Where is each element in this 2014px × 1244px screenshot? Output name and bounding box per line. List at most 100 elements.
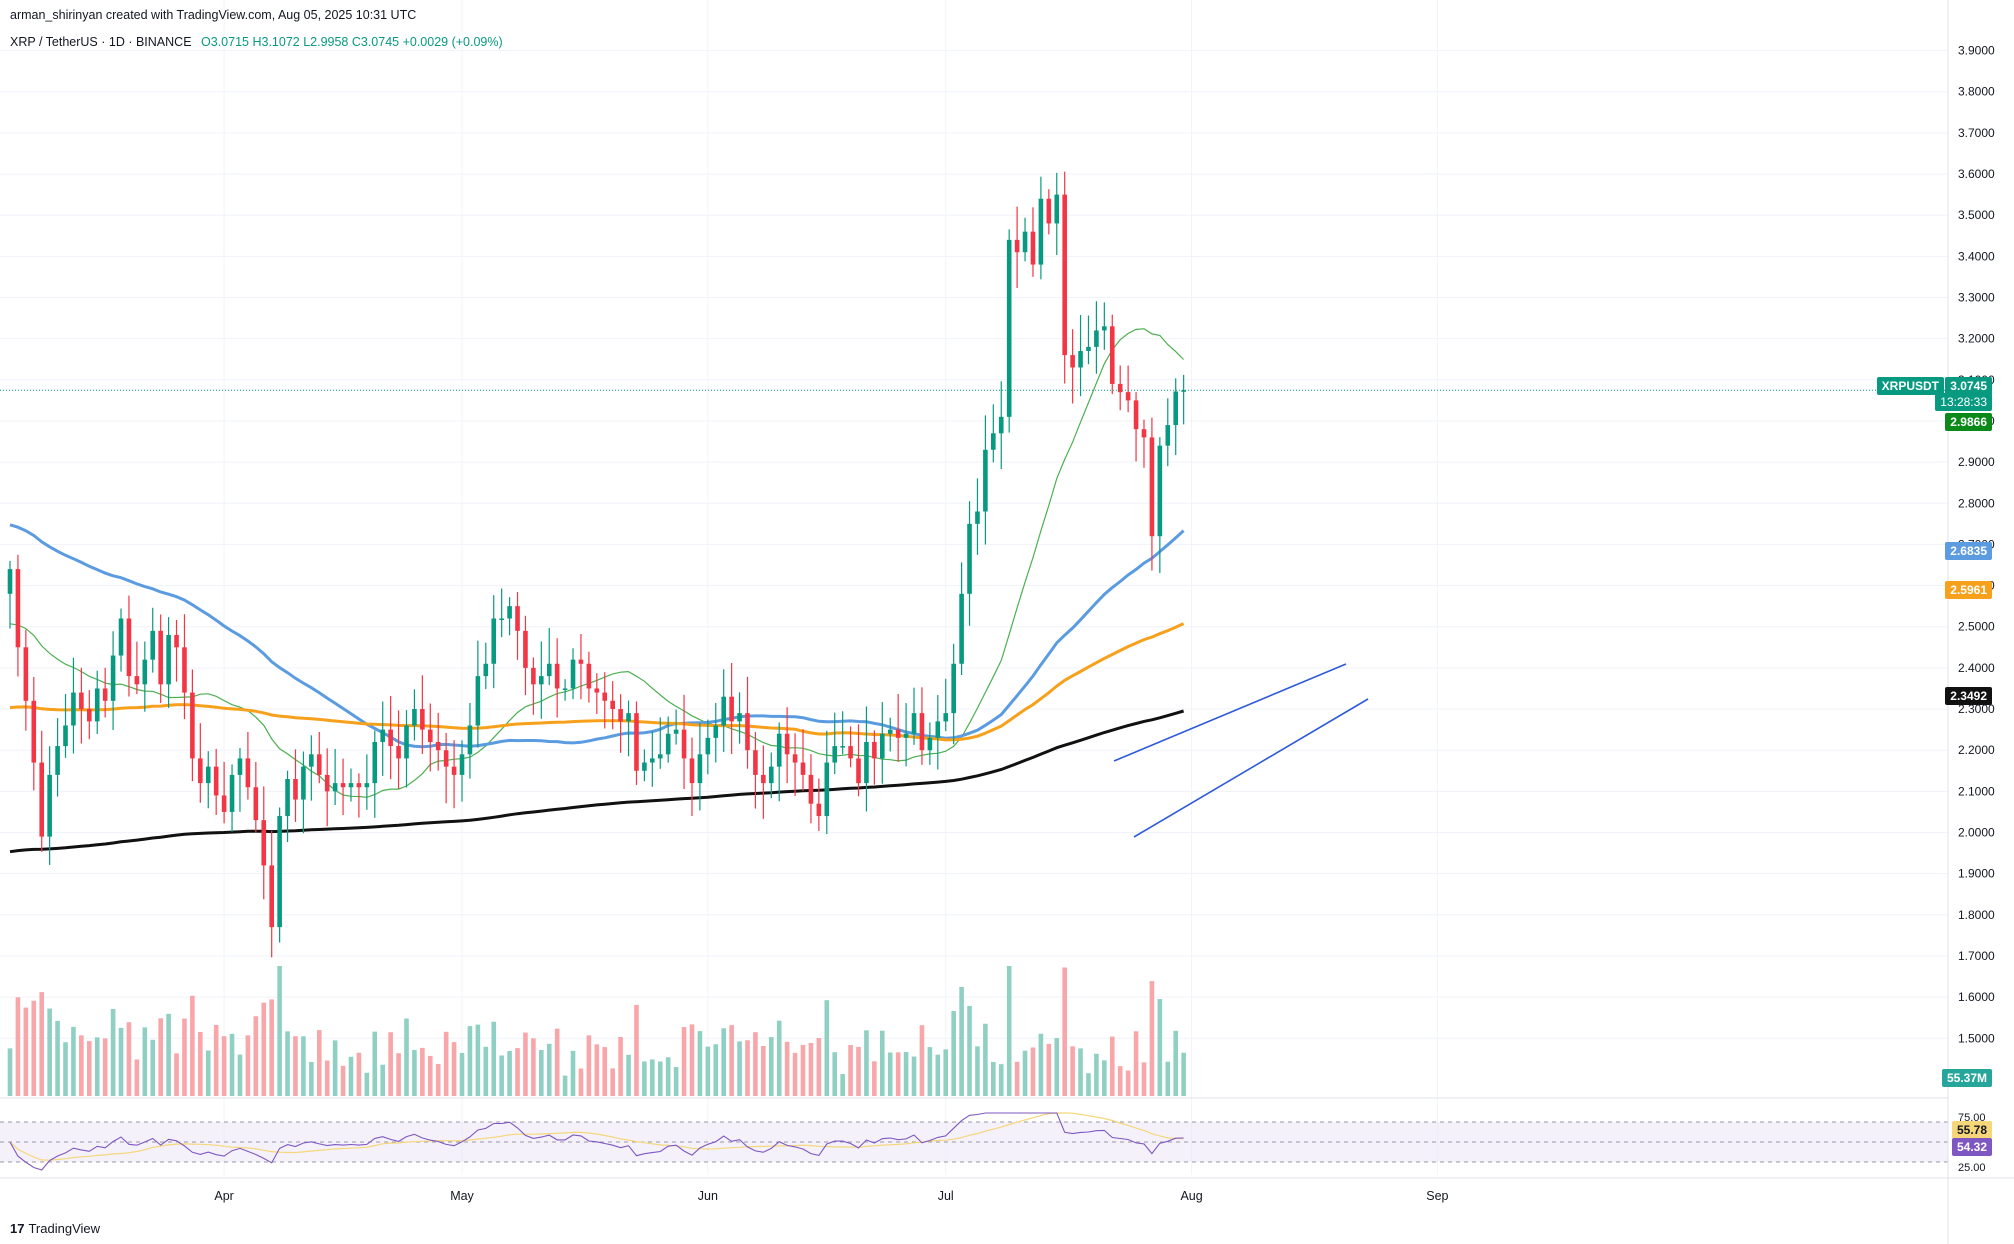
tradingview-logo-icon: 17 <box>10 1221 25 1236</box>
candle-body <box>316 754 322 775</box>
volume-bar <box>261 1002 267 1096</box>
candle-body <box>959 593 964 664</box>
candle-body <box>523 630 528 668</box>
volume-bar <box>293 1036 298 1096</box>
volume-bar <box>832 1052 838 1096</box>
candle-body <box>87 709 92 722</box>
candle-body <box>753 750 758 775</box>
candle-body <box>380 729 386 742</box>
volume-layer <box>7 966 1186 1096</box>
symbol-info[interactable]: XRP / TetherUS · 1D · BINANCE <box>10 35 192 49</box>
candle-body <box>546 663 552 677</box>
candle-body <box>618 709 623 722</box>
ma20-label: 2.9866 <box>1945 413 1992 431</box>
candle-body <box>467 725 473 755</box>
candle-body <box>301 766 306 800</box>
volume-bar <box>245 1035 251 1096</box>
volume-bar <box>1038 1033 1044 1096</box>
volume-bar <box>237 1054 243 1096</box>
price-tick: 3.7000 <box>1958 126 1995 140</box>
candle-body <box>340 783 346 788</box>
candle-body <box>650 758 655 763</box>
volume-bar <box>1086 1073 1091 1096</box>
volume-bar <box>63 1042 68 1096</box>
candle-body <box>713 725 719 738</box>
volume-bar <box>1070 1046 1075 1096</box>
candle-body <box>745 713 750 751</box>
volume-bar <box>396 1053 401 1096</box>
volume-bar <box>959 986 964 1096</box>
candle-body <box>427 729 433 742</box>
volume-bar <box>1094 1053 1099 1096</box>
volume-bar <box>332 1040 338 1096</box>
volume-bar <box>364 1072 370 1096</box>
volume-bar <box>213 1024 219 1096</box>
candle-body <box>451 766 457 775</box>
volume-bar <box>253 1016 259 1096</box>
volume-bar <box>39 992 45 1096</box>
candle-body <box>71 692 76 726</box>
candle-body <box>935 721 941 738</box>
candle-body <box>356 783 362 788</box>
candle-body <box>768 766 774 784</box>
volume-bar <box>7 1048 13 1096</box>
candle-body <box>388 729 393 747</box>
volume-bar <box>31 1000 37 1096</box>
volume-bar <box>1022 1050 1028 1096</box>
candle-body <box>7 569 13 594</box>
volume-bar <box>705 1046 711 1096</box>
volume-bar <box>47 1008 52 1096</box>
volume-bar <box>451 1042 457 1096</box>
candle-body <box>237 758 243 775</box>
volume-bar <box>404 1018 409 1096</box>
time-tick: Jul <box>938 1189 954 1203</box>
time-tick: Jun <box>698 1189 718 1203</box>
price-tick: 2.1000 <box>1958 784 1995 798</box>
volume-bar <box>316 1030 322 1096</box>
candle-body <box>665 733 671 755</box>
volume-bar <box>1157 999 1163 1096</box>
volume-bar <box>158 1018 163 1096</box>
candle-body <box>570 659 576 689</box>
candle-body <box>840 746 845 748</box>
volume-bar <box>570 1050 576 1096</box>
candle-body <box>911 713 917 734</box>
candle-body <box>800 762 806 775</box>
rsi-label: 55.78 <box>1951 1121 1992 1139</box>
volume-bar <box>443 1031 449 1096</box>
candle-body <box>102 688 108 701</box>
candle-body <box>1102 326 1107 331</box>
volume-bar <box>800 1044 806 1096</box>
volume-bar <box>1141 1062 1147 1096</box>
candle-body <box>1109 326 1115 384</box>
volume-bar <box>198 1031 203 1096</box>
candle-body <box>697 754 703 784</box>
volume-bar <box>87 1041 92 1096</box>
price-tick: 3.5000 <box>1958 208 1995 222</box>
rsi-ma-label: 54.32 <box>1951 1138 1992 1156</box>
candle-body <box>673 729 679 734</box>
volume-bar <box>840 1074 845 1096</box>
candle-body <box>150 630 156 660</box>
volume-bar <box>776 1020 782 1096</box>
candle-body <box>594 688 600 693</box>
candle-body <box>166 634 171 685</box>
candle-body <box>856 758 861 784</box>
candle-body <box>824 762 830 817</box>
ma50-line <box>9 523 1185 749</box>
candle-body <box>1046 198 1052 224</box>
volume-label: 55.37M <box>1941 1069 1992 1087</box>
tradingview-footer: 17 TradingView <box>10 1221 100 1236</box>
volume-bar <box>427 1055 433 1096</box>
volume-bar <box>761 1045 766 1096</box>
volume-bar <box>602 1047 608 1096</box>
candle-body <box>205 766 211 784</box>
candles-layer <box>7 171 1186 958</box>
volume-bar <box>388 1032 393 1096</box>
volume-bar <box>190 995 195 1096</box>
candle-body <box>1030 231 1036 265</box>
volume-bar <box>1173 1030 1179 1096</box>
volume-bar <box>269 999 274 1096</box>
candle-body <box>721 696 726 726</box>
